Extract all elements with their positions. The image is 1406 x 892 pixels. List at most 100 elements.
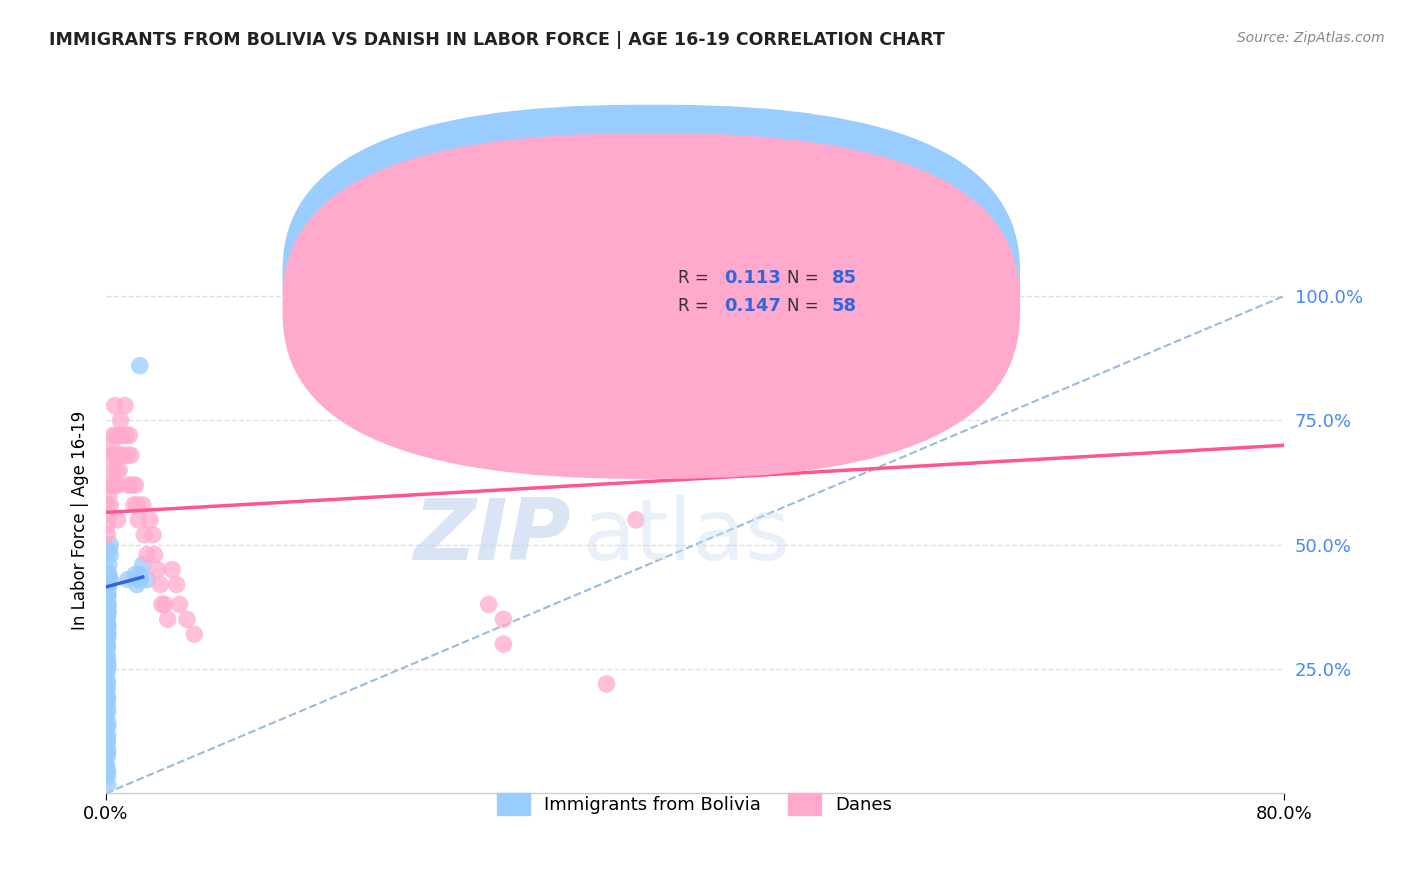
Point	[136, 573, 159, 587]
Point	[101, 438, 124, 452]
Point	[97, 705, 120, 719]
Point	[142, 528, 165, 542]
Point	[156, 612, 179, 626]
Point	[101, 448, 124, 462]
Point	[96, 591, 118, 605]
Text: Source: ZipAtlas.com: Source: ZipAtlas.com	[1237, 31, 1385, 45]
Point	[108, 428, 131, 442]
Point	[98, 573, 121, 587]
Point	[104, 478, 127, 492]
Point	[478, 598, 501, 612]
Point	[595, 677, 617, 691]
Point	[108, 463, 131, 477]
Point	[97, 729, 120, 743]
Point	[98, 478, 121, 492]
Point	[96, 569, 118, 583]
Point	[97, 600, 120, 615]
Text: R =: R =	[678, 297, 714, 315]
Point	[96, 583, 118, 598]
Point	[96, 571, 118, 585]
Point	[107, 448, 129, 462]
Point	[97, 567, 120, 582]
Point	[110, 413, 132, 427]
Point	[118, 428, 141, 442]
Point	[97, 718, 120, 732]
Point	[120, 448, 142, 462]
FancyBboxPatch shape	[619, 260, 907, 328]
FancyBboxPatch shape	[283, 133, 1019, 479]
Point	[117, 573, 139, 587]
Point	[125, 498, 148, 512]
Point	[96, 582, 118, 597]
Point	[97, 764, 120, 779]
Point	[110, 448, 132, 462]
Point	[97, 778, 120, 792]
Point	[97, 589, 120, 603]
Point	[96, 517, 118, 532]
Point	[105, 428, 128, 442]
Point	[97, 488, 120, 502]
Point	[97, 582, 120, 596]
Point	[492, 612, 515, 626]
Point	[96, 567, 118, 582]
Text: ZIP: ZIP	[413, 495, 571, 578]
Point	[96, 584, 118, 599]
Point	[96, 721, 118, 735]
Point	[96, 665, 118, 680]
Point	[96, 566, 118, 580]
Point	[97, 566, 120, 580]
Point	[96, 575, 118, 590]
Point	[96, 615, 118, 629]
Point	[96, 689, 118, 703]
Point	[96, 745, 118, 759]
Point	[104, 399, 127, 413]
Point	[96, 682, 118, 697]
Point	[96, 736, 118, 750]
Point	[125, 577, 148, 591]
Point	[96, 640, 118, 655]
Point	[97, 588, 120, 602]
Point	[134, 528, 156, 542]
Point	[97, 605, 120, 619]
Point	[122, 498, 145, 512]
Point	[132, 558, 155, 572]
Point	[96, 578, 118, 592]
Point	[124, 478, 146, 492]
Point	[96, 617, 118, 632]
Point	[132, 498, 155, 512]
Text: 0.113: 0.113	[724, 268, 782, 286]
Point	[96, 648, 118, 662]
Text: 58: 58	[831, 297, 856, 315]
Point	[96, 677, 118, 691]
Point	[103, 478, 125, 492]
Legend: Immigrants from Bolivia, Danes: Immigrants from Bolivia, Danes	[491, 786, 900, 822]
Point	[96, 621, 118, 635]
Point	[97, 618, 120, 632]
Point	[98, 548, 121, 562]
Point	[96, 576, 118, 591]
Point	[97, 579, 120, 593]
Point	[127, 513, 149, 527]
Point	[183, 627, 205, 641]
Point	[139, 513, 162, 527]
Point	[103, 428, 125, 442]
Point	[96, 588, 118, 602]
Point	[117, 448, 139, 462]
Point	[117, 478, 139, 492]
Point	[96, 498, 118, 512]
Point	[111, 428, 134, 442]
Point	[96, 749, 118, 764]
Point	[98, 498, 121, 512]
Point	[160, 563, 183, 577]
Point	[121, 478, 143, 492]
Text: IMMIGRANTS FROM BOLIVIA VS DANISH IN LABOR FORCE | AGE 16-19 CORRELATION CHART: IMMIGRANTS FROM BOLIVIA VS DANISH IN LAB…	[49, 31, 945, 49]
Point	[166, 577, 188, 591]
Point	[96, 591, 118, 605]
Point	[97, 743, 120, 757]
Point	[97, 577, 120, 591]
Text: N =: N =	[787, 297, 824, 315]
Point	[97, 629, 120, 643]
Point	[114, 399, 136, 413]
Point	[624, 513, 647, 527]
Point	[98, 463, 121, 477]
